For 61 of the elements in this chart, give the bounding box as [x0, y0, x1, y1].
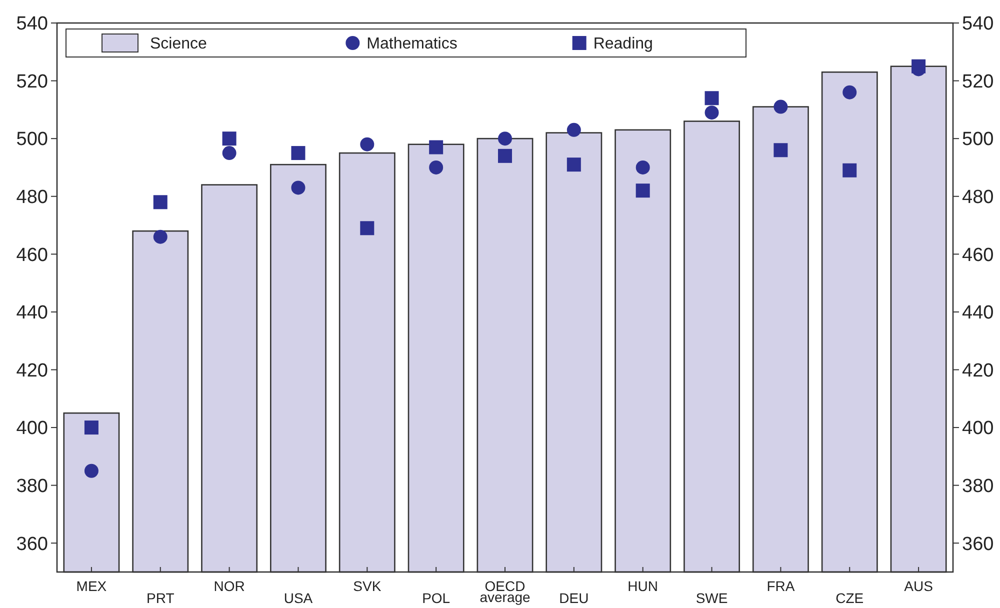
- y-tick-label: 380: [16, 476, 48, 497]
- point: [498, 148, 512, 163]
- y-tick-label: 360: [16, 534, 48, 555]
- y-tick-label: 400: [16, 418, 48, 440]
- point: [704, 106, 719, 120]
- x-tick-label: PRT: [146, 590, 175, 606]
- point: [774, 100, 788, 114]
- point: [222, 132, 236, 146]
- x-tick-label: POL: [422, 590, 450, 606]
- point: [84, 420, 98, 435]
- y2-tick-label: 400: [962, 418, 994, 440]
- point: [153, 230, 168, 244]
- x-tick-label: OECD average: [480, 578, 531, 605]
- point: [153, 195, 168, 210]
- y2-tick-label: 540: [962, 14, 994, 35]
- x-tick-label: CZE: [836, 590, 864, 606]
- x-tick-label: USA: [284, 590, 314, 606]
- point: [429, 160, 444, 174]
- point: [912, 59, 926, 74]
- y-tick-label: 420: [16, 360, 48, 382]
- y2-tick-label: 360: [962, 534, 994, 555]
- legend-label: Reading: [593, 36, 653, 53]
- x-tick-label: MEX: [76, 578, 108, 594]
- x-tick-label: AUS: [904, 578, 933, 594]
- x-tick-label: HUN: [628, 578, 658, 594]
- point: [429, 140, 444, 154]
- y-tick-label: 520: [16, 71, 48, 92]
- y2-tick-label: 480: [962, 187, 994, 208]
- x-tick-label: NOR: [214, 578, 245, 594]
- legend-label: Science: [150, 36, 208, 53]
- x-tick-label: FRA: [766, 578, 796, 594]
- point: [566, 122, 581, 137]
- x-tick-label: SVK: [353, 578, 382, 594]
- point: [291, 146, 306, 160]
- point: [774, 143, 788, 158]
- y-tick-label: 460: [16, 244, 48, 266]
- point: [636, 160, 650, 174]
- point: [222, 146, 236, 160]
- y2-tick-label: 380: [962, 476, 994, 497]
- point: [636, 184, 650, 198]
- y2-tick-label: 420: [962, 360, 994, 382]
- point: [704, 91, 719, 106]
- point: [842, 85, 857, 100]
- y2-tick-label: 460: [962, 244, 994, 266]
- y2-tick-label: 440: [962, 302, 994, 324]
- point: [84, 464, 98, 478]
- y-tick-label: 440: [16, 302, 48, 324]
- point: [498, 132, 512, 146]
- x-tick-label: DEU: [559, 590, 589, 606]
- legend-label: Mathematics: [366, 36, 458, 53]
- y2-tick-label: 500: [962, 129, 994, 150]
- point: [360, 221, 374, 236]
- y-tick-label: 480: [16, 187, 48, 208]
- point: [291, 180, 306, 195]
- y-tick-label: 500: [16, 129, 48, 150]
- point: [566, 158, 581, 172]
- y2-tick-label: 520: [962, 71, 994, 92]
- point: [360, 137, 374, 152]
- point: [842, 163, 857, 178]
- x-tick-label: SWE: [696, 590, 728, 606]
- y-tick-label: 540: [16, 14, 48, 35]
